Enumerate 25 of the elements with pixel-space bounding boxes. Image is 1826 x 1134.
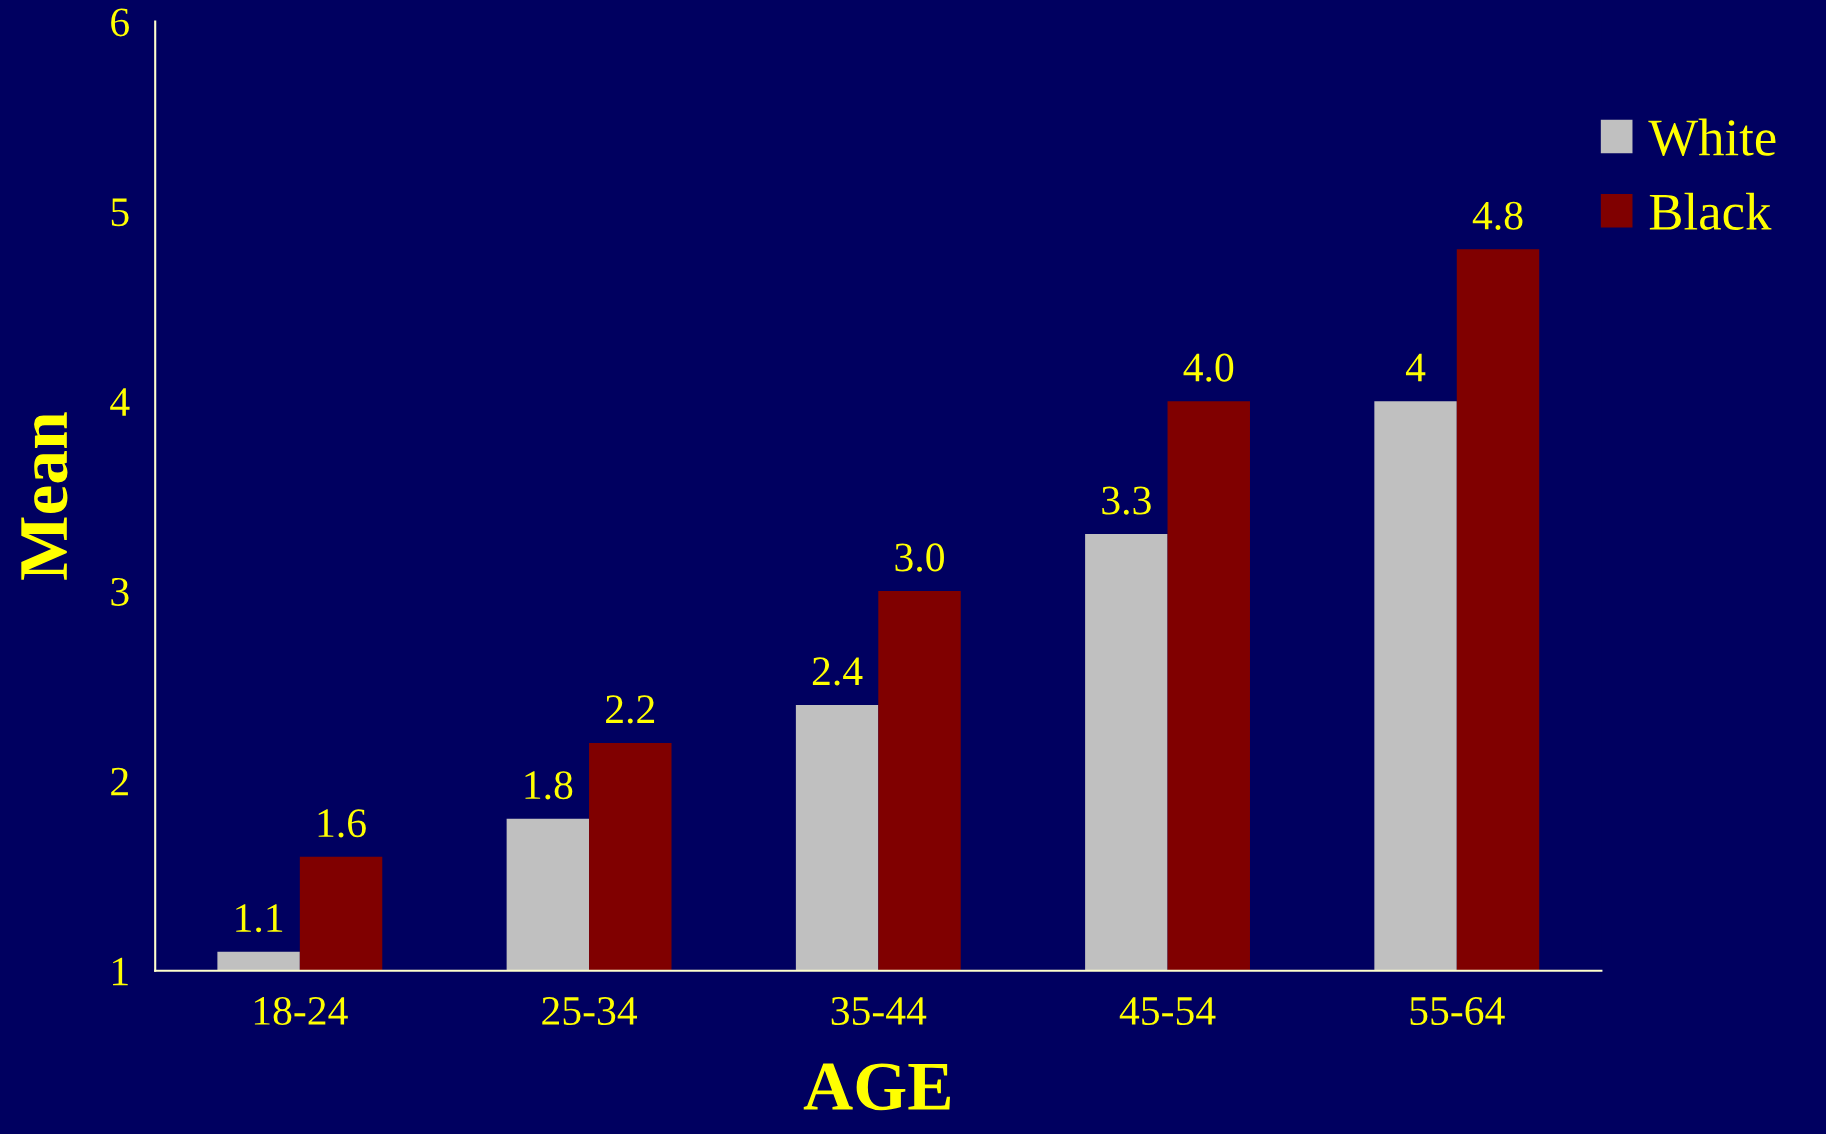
y-tick-label: 3	[111, 577, 129, 606]
data-label: 4.0	[1183, 353, 1234, 382]
data-label: 2.4	[812, 657, 863, 686]
x-tick-label: 35-44	[831, 997, 927, 1026]
x-tick-label: 18-24	[254, 996, 348, 1026]
x-tick-label: 25-34	[542, 997, 638, 1026]
x-axis-title: AGE	[803, 1063, 950, 1111]
y-tick-label: 2	[111, 767, 128, 796]
data-label: 3.3	[1102, 486, 1151, 515]
x-tick-label: 45-54	[1119, 997, 1216, 1026]
y-tick-label: 4	[110, 388, 130, 416]
data-label: 1.6	[318, 809, 366, 838]
y-tick-label: 1	[113, 957, 128, 986]
data-label: 2.2	[606, 695, 655, 724]
y-tick-label: 6	[111, 8, 129, 37]
data-label: 1.8	[525, 771, 573, 800]
data-label: 4	[1405, 353, 1426, 382]
data-label: 1.1	[236, 904, 283, 933]
data-label: 3.0	[895, 543, 944, 572]
legend-label: White	[1648, 118, 1776, 157]
data-label: 4.8	[1472, 201, 1523, 230]
legend-label: Black	[1649, 192, 1772, 230]
y-axis-title: Mean	[21, 412, 68, 580]
x-tick-label: 55-64	[1410, 997, 1505, 1026]
y-tick-label: 5	[111, 198, 129, 227]
